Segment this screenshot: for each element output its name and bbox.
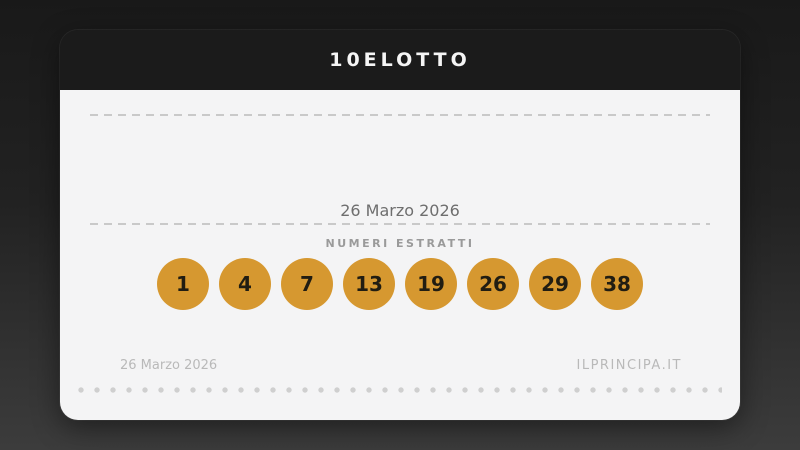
draw-date: 26 Marzo 2026 (340, 201, 460, 220)
number-ball: 13 (343, 258, 395, 310)
ticket-header: 10ELOTTO (60, 30, 740, 90)
footer-date: 26 Marzo 2026 (120, 358, 218, 373)
lottery-ticket-card: 10ELOTTO 26 Marzo 2026 NUMERI ESTRATTI 1… (60, 30, 740, 420)
number-ball: 29 (529, 258, 581, 310)
number-ball: 38 (591, 258, 643, 310)
numbers-row: 1 4 7 13 19 26 29 38 (60, 258, 740, 310)
ticket-body: 26 Marzo 2026 NUMERI ESTRATTI 1 4 7 13 19 26 2… (60, 90, 740, 420)
numbers-label: NUMERI ESTRATTI (325, 237, 475, 250)
divider-dashed-top (90, 114, 710, 116)
number-ball: 4 (219, 258, 271, 310)
number-ball: 19 (405, 258, 457, 310)
ticket-title: 10ELOTTO (329, 49, 471, 71)
divider-dashed-middle (90, 223, 710, 225)
footer-site: ILPRINCIPA.IT (576, 358, 682, 373)
number-ball: 7 (281, 258, 333, 310)
ticket-footer: 26 Marzo 2026 ILPRINCIPA.IT (120, 356, 682, 376)
number-ball: 1 (157, 258, 209, 310)
perforation-dots (78, 387, 722, 393)
number-ball: 26 (467, 258, 519, 310)
